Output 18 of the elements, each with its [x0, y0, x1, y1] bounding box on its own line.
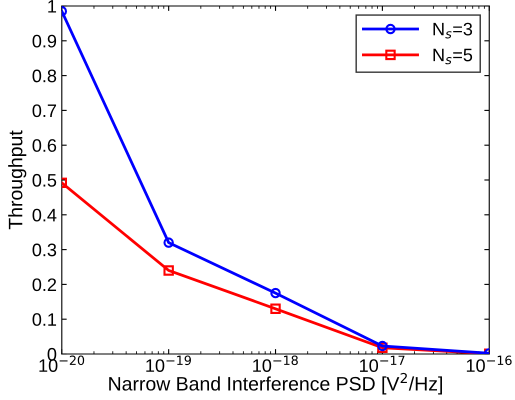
legend-label: N$_{s}$=3: [433, 22, 472, 38]
y-tick-label: 0.4: [32, 208, 56, 222]
legend-label: N$_{s}$=5: [433, 48, 472, 64]
y-tick-label: 0.1: [32, 313, 56, 326]
y-tick-label: 0.2: [32, 278, 56, 292]
x-tick-label: 10$^{−17}$: [360, 356, 404, 372]
y-tick-label: 0.3: [32, 244, 56, 256]
x-tick-label: 10$^{−18}$: [253, 356, 298, 372]
y-tick-label: 1: [48, 0, 56, 13]
x-tick-label: 10$^{−19}$: [146, 356, 191, 372]
x-axis-title: Narrow Band Interference PSD [V$^{2}$/Hz]: [109, 372, 442, 394]
y-axis-title: Throughput: [8, 130, 26, 230]
y-tick-label: 0.8: [32, 70, 56, 82]
y-tick-label: 0.9: [32, 34, 56, 48]
y-tick-label: 0.5: [32, 174, 56, 187]
x-tick-label: 10$^{−16}$: [466, 356, 512, 372]
y-tick-label: 0.6: [32, 139, 56, 152]
y-tick-label: 0.7: [32, 104, 56, 118]
